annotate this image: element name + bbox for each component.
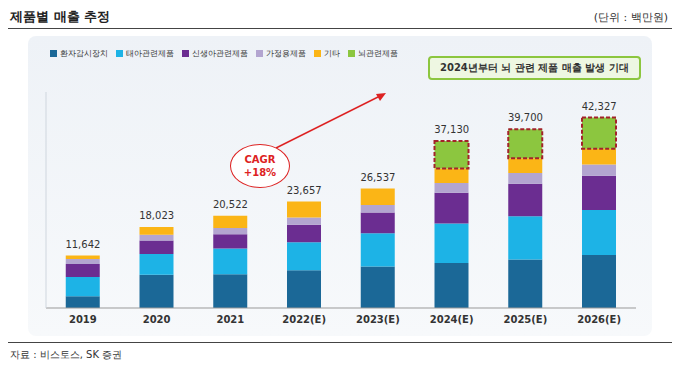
html-text:(단위 : 백만원): (단위 : 백만원) [593,11,668,24]
html-text:환자감시장치: 환자감시장치 [60,49,108,58]
svg-text:23,657: 23,657 [287,185,322,196]
svg-text:2022(E): 2022(E) [282,314,326,325]
html-text:가정용제품: 가정용제품 [266,49,306,58]
svg-text:20,522: 20,522 [213,199,248,210]
svg-text:2025(E): 2025(E) [503,314,547,325]
svg-text:11,642: 11,642 [65,239,100,250]
svg-text:18,023: 18,023 [139,210,174,221]
svg-text:42,327: 42,327 [582,101,617,112]
html-text:CAGR +18%: CAGR +18% [243,154,277,178]
svg-text:2020: 2020 [143,314,171,325]
html-text:뇌관련제품: 뇌관련제품 [358,49,398,58]
html-text:제품별 매출 추정: 제품별 매출 추정 [10,9,111,24]
html-text:자료 : 비스토스, SK 증권: 자료 : 비스토스, SK 증권 [10,349,123,360]
svg-text:2026(E): 2026(E) [577,314,621,325]
svg-text:2024(E): 2024(E) [430,314,474,325]
svg-text:2023(E): 2023(E) [356,314,400,325]
svg-text:2021: 2021 [216,314,244,325]
html-text:2024년부터 뇌 관련 제품 매출 발생 기대: 2024년부터 뇌 관련 제품 매출 발생 기대 [440,62,629,73]
html-text:기타: 기타 [324,49,340,58]
svg-text:2019: 2019 [69,314,97,325]
svg-text:37,130: 37,130 [434,124,469,135]
svg-text:26,537: 26,537 [360,172,395,183]
svg-text:39,700: 39,700 [508,112,543,123]
html-text:신생아관련제품: 신생아관련제품 [192,49,248,58]
html-text:태아관련제품: 태아관련제품 [126,49,174,58]
